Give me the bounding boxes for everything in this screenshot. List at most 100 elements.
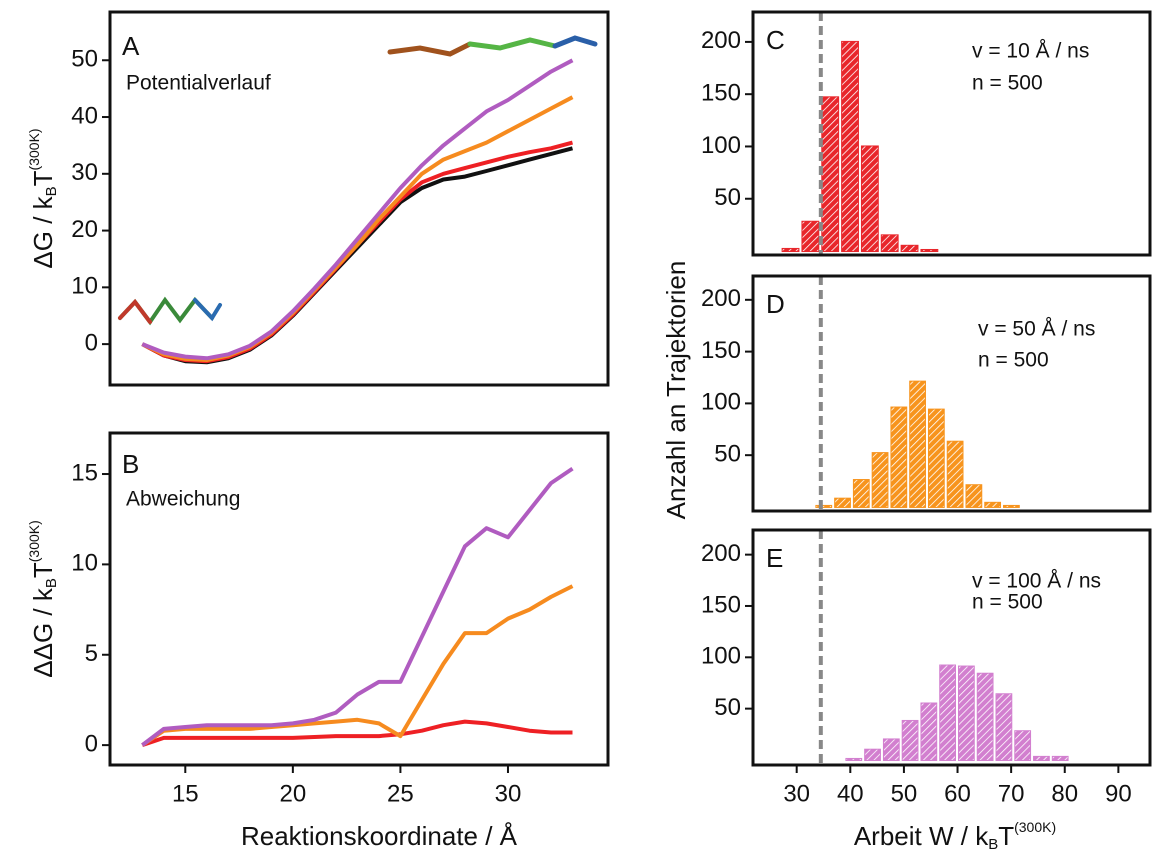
y-tick-label: 200 [701,27,741,54]
x-axis-label: Reaktionskoordinate / Å [241,821,518,851]
bar-hatch [1015,731,1031,760]
annotation: n = 500 [972,591,1043,614]
y-tick-label: 30 [71,159,98,186]
y-tick-label: 100 [701,643,741,670]
x-tick-label: 60 [944,780,971,807]
bar-hatch [881,235,898,252]
y-tick-label: 50 [714,184,741,211]
y-tick-label: 20 [71,216,98,243]
y-tick-label: 200 [701,540,741,567]
y-axis-label-part: B [43,186,60,196]
plot-frame [108,431,610,767]
y-tick-label: 150 [701,591,741,618]
bar-hatch [782,248,799,252]
annotation: v = 10 Å / ns [972,40,1089,63]
data-line [141,584,574,747]
data-line [141,95,574,362]
panel-label: B [122,449,139,479]
x-axis-label-part: T [998,821,1014,851]
bar-hatch [947,441,963,507]
bar-hatch [865,749,880,760]
y-tick-label: 10 [71,273,98,300]
bar-hatch [822,97,839,252]
bar-hatch [816,505,832,507]
data-line [141,58,574,361]
bar-hatch [883,739,899,760]
x-axis-label-part: Arbeit W / k [854,821,989,851]
bar-hatch [861,146,878,252]
bar-hatch [1052,756,1068,760]
y-tick-label: 40 [71,102,98,129]
bar-hatch [802,221,819,252]
y-tick-label: 50 [714,694,741,721]
bar-hatch [985,502,1001,507]
x-tick-label: 40 [837,780,864,807]
bar-hatch [901,245,918,252]
extended-peptide-icon [387,35,598,57]
y-axis-label-part: (300K) [26,520,42,562]
y-tick-label: 0 [85,329,98,356]
annotation: Abweichung [126,488,240,511]
x-tick-label: 50 [891,780,918,807]
x-axis-label-part: B [988,836,998,853]
bar-hatch [1004,505,1019,507]
y-tick-label: 50 [714,441,741,468]
panel-label: D [766,289,785,319]
bar-hatch [928,409,944,507]
bar-hatch [966,485,982,507]
bar-hatch [910,381,925,507]
bar-hatch [835,498,850,507]
data-line [141,140,574,364]
x-tick-label: 70 [998,780,1025,807]
bar-hatch [921,703,937,760]
annotation: v = 100 Å / ns [972,570,1101,593]
panel-label: E [766,543,783,573]
y-tick-label: 50 [71,46,98,73]
y-tick-label: 150 [701,337,741,364]
bar-hatch [842,41,858,252]
bar-hatch [940,665,955,760]
y-tick-label: 15 [71,459,98,486]
y-axis-label-part: T [28,170,58,186]
y-tick-label: 200 [701,285,741,312]
y-tick-label: 100 [701,132,741,159]
y-axis-label: ΔG / kBT(300K) [26,128,60,268]
x-tick-label: 80 [1051,780,1078,807]
y-axis-label-part: ΔΔG / k [28,587,58,678]
bar-hatch [977,673,993,760]
bar-hatch [846,758,862,760]
annotation: v = 50 Å / ns [978,318,1095,341]
x-tick-label: 90 [1105,780,1132,807]
panel-label: A [122,31,140,61]
plot-frame [751,274,1152,513]
helix-icon [118,296,222,326]
bar-hatch [902,720,918,760]
annotation: n = 500 [978,349,1049,372]
y-axis-label-part: (300K) [26,128,42,170]
x-tick-label: 25 [387,780,414,807]
plot-frame [751,10,1152,257]
plot-frame [108,10,610,387]
y-axis-label: Anzahl an Trajektorien [661,261,691,520]
plot-frame [751,528,1152,767]
bar-hatch [996,694,1012,760]
y-axis-label-part: B [43,578,60,588]
bar-hatch [853,480,869,507]
bar-hatch [1034,756,1049,760]
y-axis-label-part: ΔG / k [28,195,58,268]
bar-hatch [958,666,974,760]
x-tick-label: 20 [279,780,306,807]
y-tick-label: 150 [701,80,741,107]
y-axis-label: ΔΔG / kBT(300K) [26,520,60,678]
panel-label: C [766,25,785,55]
x-tick-label: 15 [172,780,199,807]
y-tick-label: 100 [701,389,741,416]
bar-hatch [891,407,907,507]
annotation: n = 500 [972,72,1043,95]
bar-hatch [921,249,938,252]
y-tick-label: 0 [85,730,98,757]
data-line [141,146,574,365]
x-axis-label: Arbeit W / kBT(300K) [854,819,1056,853]
data-line [141,719,573,747]
